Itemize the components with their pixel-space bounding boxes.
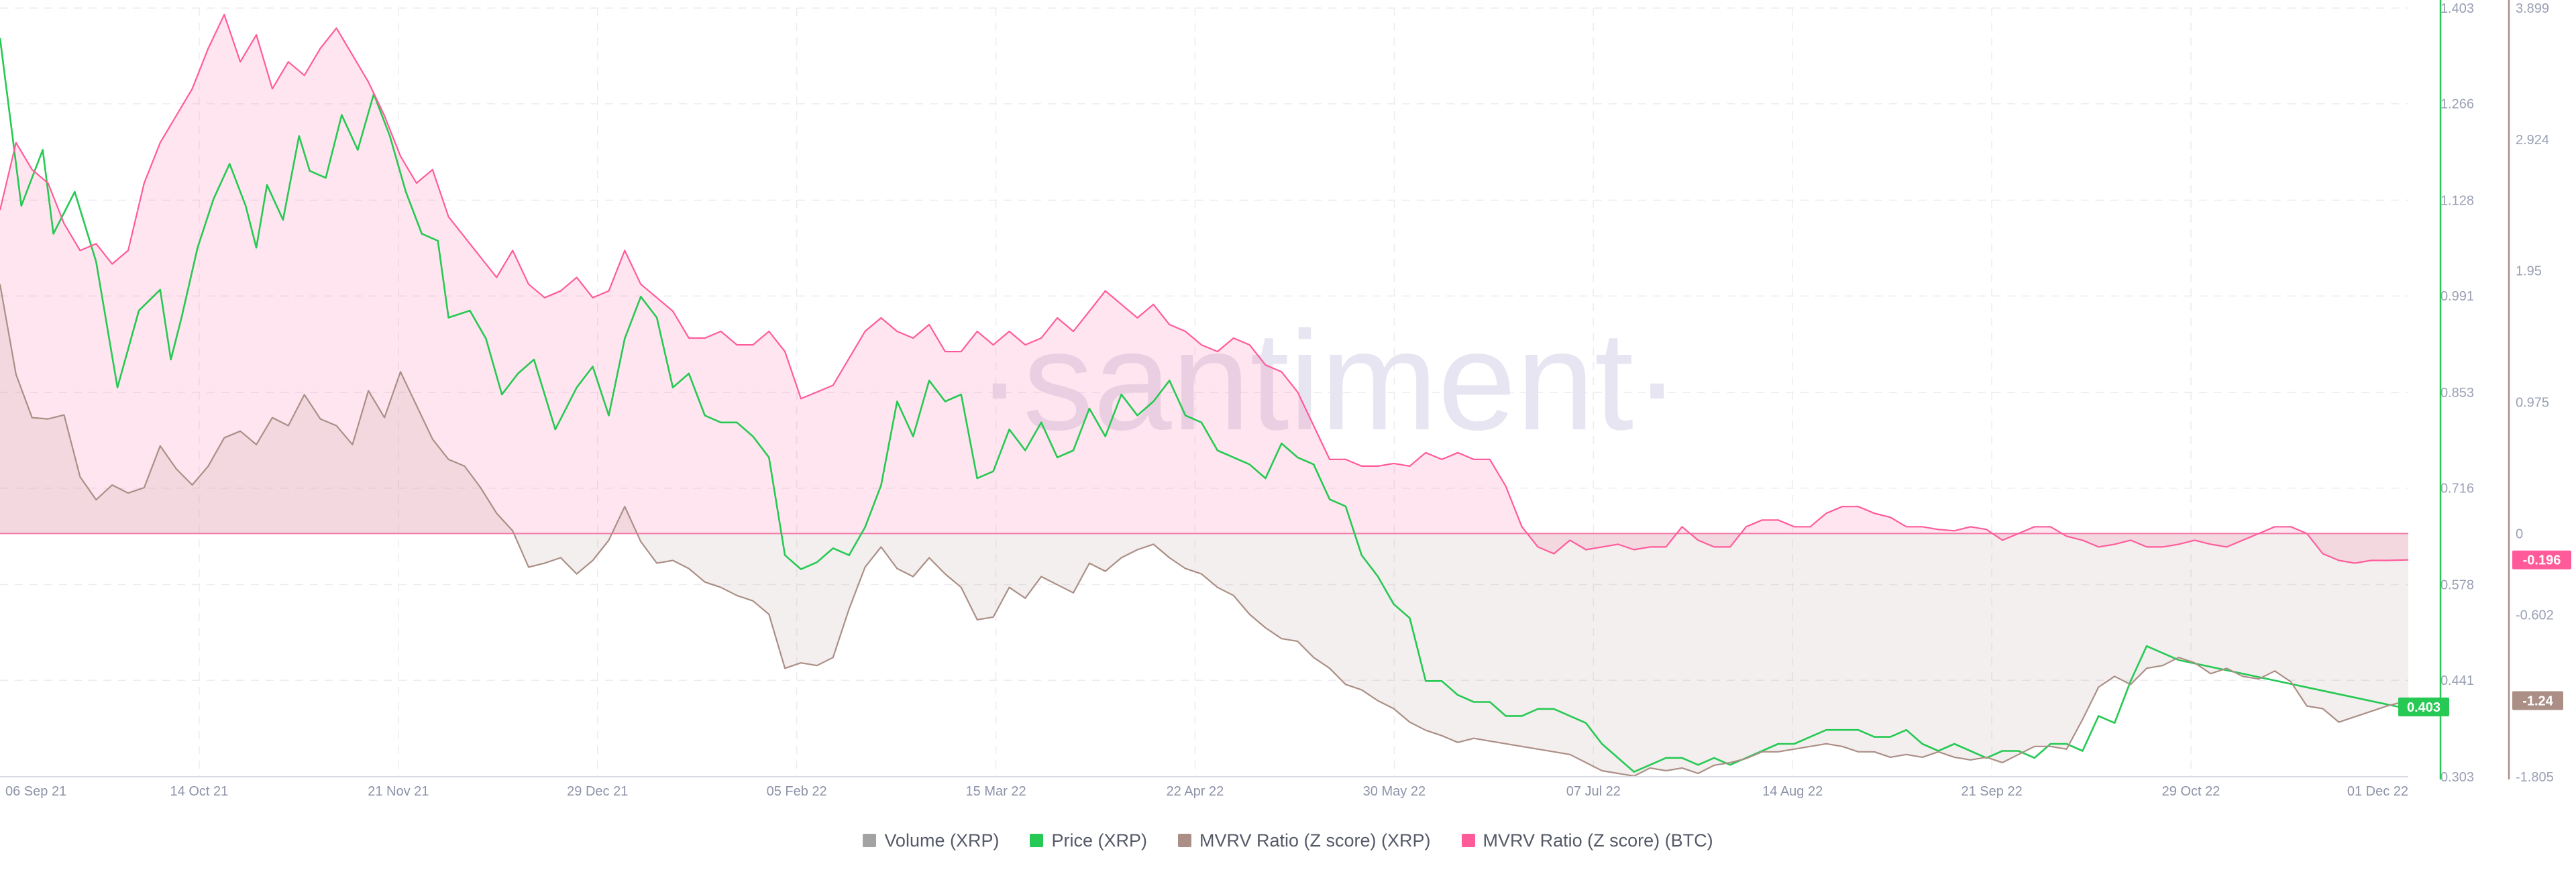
x-tick-label: 14 Oct 21 — [170, 784, 229, 799]
x-tick-label: 14 Aug 22 — [1762, 784, 1823, 799]
line-mvrv-btc — [0, 13, 2409, 564]
mvrv-tick-label: 0.975 — [2516, 395, 2549, 410]
badge-price-bg — [2398, 697, 2449, 716]
legend-label-price: Price (XRP) — [1051, 830, 1147, 851]
axes: 1.403 1.266 1.128 0.991 0.853 0.716 0.578 0.441… — [0, 0, 2554, 799]
badge-mvrv-btc-bg — [2512, 550, 2571, 569]
legend-label-mvrv-xrp: MVRV Ratio (Z score) (XRP) — [1199, 830, 1431, 851]
legend-label-mvrv-btc: MVRV Ratio (Z score) (BTC) — [1483, 830, 1713, 851]
x-tick-label: 15 Mar 22 — [966, 784, 1026, 799]
badge-mvrv-btc: -0.196 — [2512, 550, 2571, 569]
series-areas — [0, 14, 2408, 776]
x-tick-label: 30 May 22 — [1363, 784, 1426, 799]
line-mvrv-xrp — [0, 284, 2409, 777]
mvrv-tick-label: -1.805 — [2516, 770, 2554, 785]
mvrv-tick-label: 0 — [2516, 527, 2523, 541]
badge-mvrv-xrp-bg — [2512, 691, 2563, 710]
legend-label-volume: Volume (XRP) — [884, 830, 1000, 851]
x-tick-label: 29 Dec 21 — [567, 784, 628, 799]
mvrv-tick-label: 1.95 — [2516, 264, 2542, 279]
grid — [0, 7, 2408, 777]
legend-swatch-price — [1030, 834, 1044, 847]
legend-item-price[interactable]: Price (XRP) — [1030, 830, 1147, 851]
area-mvrv-xrp — [0, 284, 2408, 776]
price-tick-label: 0.853 — [2440, 386, 2474, 400]
badge-mvrv-xrp: -1.24 — [2512, 691, 2563, 710]
mvrv-tick-label: 3.899 — [2516, 1, 2549, 16]
x-tick-label: 07 Jul 22 — [1566, 784, 1621, 799]
badge-mvrv-btc-label: -0.196 — [2523, 553, 2561, 568]
series-lines — [0, 13, 2409, 777]
x-tick-label: 21 Sep 22 — [1962, 784, 2023, 799]
legend-item-volume[interactable]: Volume (XRP) — [863, 830, 999, 851]
badge-mvrv-xrp-label: -1.24 — [2522, 694, 2553, 708]
price-tick-label: 0.441 — [2440, 673, 2474, 688]
x-tick-label: 22 Apr 22 — [1167, 784, 1224, 799]
price-tick-label: 1.128 — [2440, 194, 2474, 209]
legend: Volume (XRP) Price (XRP) MVRV Ratio (Z s… — [0, 824, 2576, 857]
badge-price-label: 0.403 — [2407, 700, 2440, 715]
mvrv-tick-label: -0.602 — [2516, 608, 2554, 622]
area-mvrv-btc — [0, 14, 2408, 563]
price-tick-label: 1.266 — [2440, 97, 2474, 112]
legend-swatch-volume — [863, 834, 877, 847]
watermark-text: ·santiment· — [976, 302, 1680, 459]
x-tick-label: 21 Nov 21 — [368, 784, 429, 799]
legend-item-mvrv-btc[interactable]: MVRV Ratio (Z score) (BTC) — [1461, 830, 1713, 851]
x-tick-label: 05 Feb 22 — [767, 784, 827, 799]
value-badges: -0.196 -1.24 0.403 — [2398, 550, 2571, 716]
price-tick-label: 0.578 — [2440, 578, 2474, 593]
line-price-xrp — [0, 38, 2409, 773]
legend-swatch-mvrv-btc — [1461, 834, 1475, 847]
chart-canvas: ·santiment· 1.403 1.266 1.128 0.991 0.853 0.7… — [0, 0, 2571, 799]
price-tick-label: 1.403 — [2440, 1, 2474, 16]
x-tick-label: 01 Dec 22 — [2347, 784, 2408, 799]
legend-swatch-mvrv-xrp — [1177, 834, 1191, 847]
price-tick-label: 0.991 — [2440, 289, 2474, 304]
x-tick-label: 06 Sep 21 — [5, 784, 66, 799]
badge-price: 0.403 — [2398, 697, 2449, 716]
x-tick-label: 29 Oct 22 — [2162, 784, 2220, 799]
price-tick-label: 0.716 — [2440, 482, 2474, 496]
price-tick-label: 0.303 — [2440, 770, 2474, 785]
legend-item-mvrv-xrp[interactable]: MVRV Ratio (Z score) (XRP) — [1177, 830, 1431, 851]
mvrv-tick-label: 2.924 — [2516, 133, 2549, 148]
